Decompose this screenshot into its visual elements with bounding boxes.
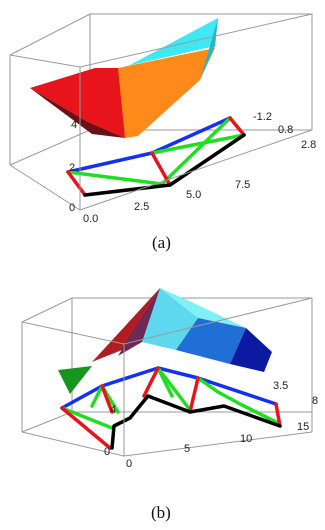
- panel-a-tick-x: 7.5: [235, 179, 250, 191]
- panel-a-tick-z: 2: [69, 162, 75, 174]
- panel-a-surface-cyan: [118, 18, 218, 68]
- panel-b-tick-x: 10: [240, 433, 252, 445]
- panel-b-edge-green-1: [60, 406, 114, 430]
- panel-a-edge-red-3: [228, 116, 246, 137]
- panel-b-tick-y: 3.5: [273, 380, 288, 392]
- panel-a-surface-orange: [118, 48, 215, 138]
- panel-b-edge-red-1: [60, 406, 112, 450]
- panel-b-edge-green-6: [90, 384, 104, 408]
- panel-b-tick-y: 8: [312, 395, 318, 407]
- panel-a-tick-x: 2.5: [134, 201, 149, 213]
- panel-b-surface-lightblue: [142, 288, 198, 350]
- panel-b-edge-green-4: [156, 366, 192, 412]
- panel-b-edge-red-3: [142, 366, 160, 398]
- panel-b-tick-z: 0: [104, 446, 110, 458]
- panel-b-edge-red-5: [274, 402, 282, 428]
- panel-a-edge-black: [83, 133, 246, 197]
- panel-b-surface-cyan: [160, 288, 246, 328]
- panel-b-tick-x: 5: [184, 443, 190, 455]
- panel-a-tick-z: 4: [71, 119, 77, 131]
- panel-b-box-front: [21, 297, 313, 457]
- panel-a-tick-x: 0.0: [83, 213, 98, 225]
- panel-b-surface-green: [58, 366, 92, 394]
- panel-a-edge-green-3: [160, 116, 232, 186]
- panel-b-surface-navy: [230, 328, 272, 372]
- panel-b-edge-red-4: [188, 376, 200, 414]
- panel-a-tick-y: 2.8: [301, 139, 316, 151]
- panel-b-edge-red-2: [100, 384, 114, 414]
- panel-a-tick-y: -1.2: [253, 111, 272, 123]
- panel-b: 0 4 0 5 10 15 3.5 8 (b): [21, 288, 318, 522]
- panel-b-edge-green-5: [196, 376, 278, 424]
- panel-a-box-front: [9, 13, 313, 211]
- panel-a-surface-cyan-edge: [200, 18, 218, 80]
- panel-b-tick-x: 0: [126, 458, 132, 470]
- panel-a-tick-x: 5.0: [186, 189, 201, 201]
- panel-a-tick-z: 0: [69, 202, 75, 214]
- panel-a: 0 2 4 0.0 2.5 5.0 7.5 -1.2 0.8 2.8 (a): [9, 13, 316, 252]
- panel-a-edge-red-1: [66, 170, 87, 197]
- panel-b-surface-blue: [176, 318, 246, 364]
- panel-b-edge-black: [110, 394, 282, 450]
- panel-a-caption: (a): [152, 233, 171, 252]
- panel-a-tick-y: 0.8: [278, 124, 293, 136]
- panel-b-network: [60, 366, 282, 450]
- panel-b-surface-purple: [118, 288, 160, 356]
- panel-b-tick-z: 4: [110, 404, 116, 416]
- panel-a-surface-red: [30, 68, 128, 138]
- panel-a-edge-green-2: [150, 133, 246, 155]
- panel-b-surface-darkred: [92, 288, 160, 362]
- panel-b-tick-x: 15: [297, 421, 309, 433]
- panel-a-edge-green-1: [66, 170, 164, 186]
- panel-b-caption: (b): [151, 503, 171, 522]
